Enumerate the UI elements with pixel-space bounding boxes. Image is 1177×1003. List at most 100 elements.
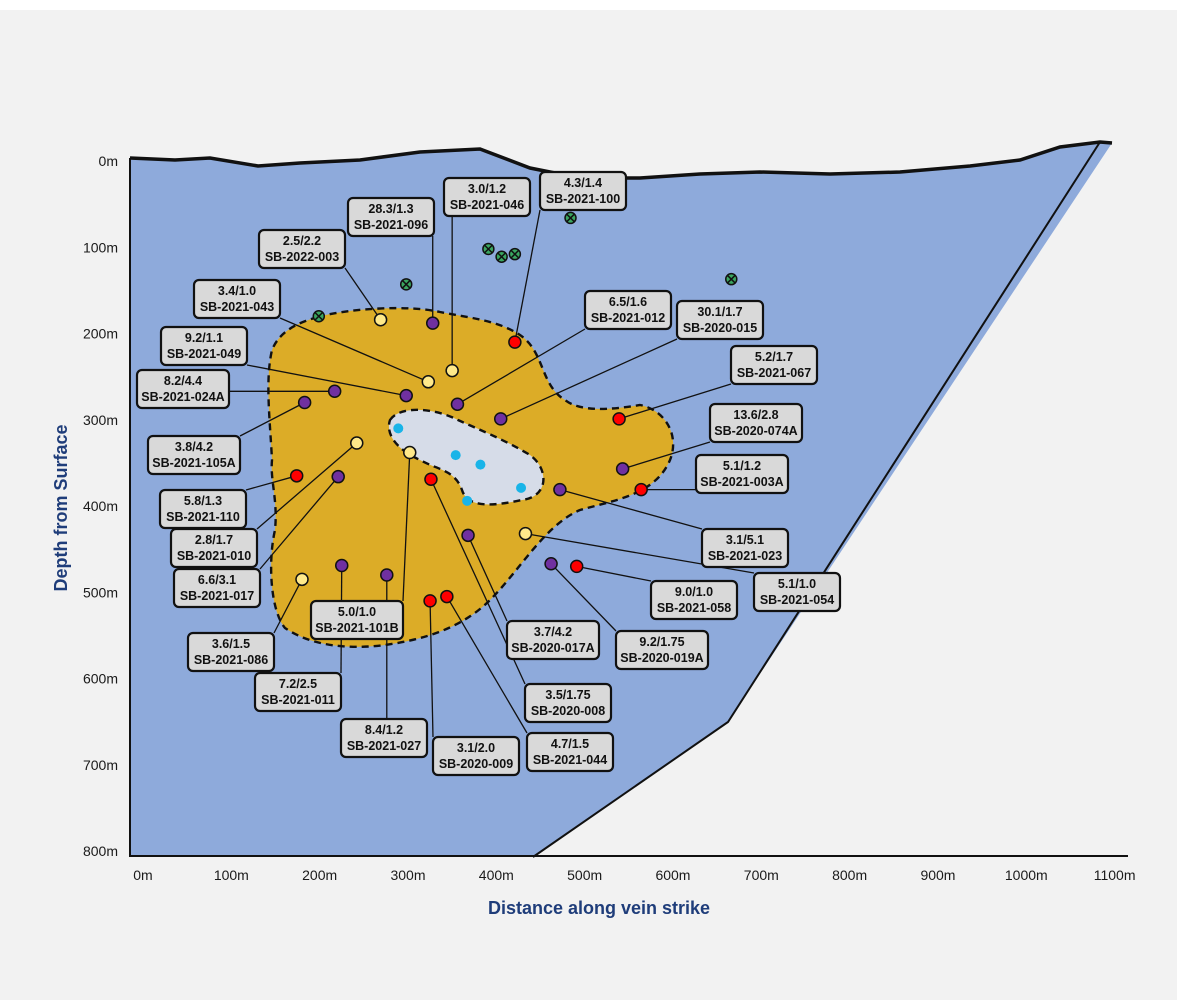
core-intercept-point[interactable]: [475, 459, 486, 470]
drillhole-point[interactable]: [440, 589, 454, 604]
drillhole-label: 8.2/4.4 SB-2021-024A: [135, 368, 231, 410]
drillhole-point[interactable]: [399, 388, 413, 403]
y-tick-label: 700m: [83, 757, 118, 773]
drillhole-id-text: SB-2021-067: [737, 366, 811, 380]
leader-line: [622, 441, 711, 470]
drillhole-point[interactable]: [424, 472, 438, 487]
leader-line: [559, 488, 703, 530]
drillhole-id-text: SB-2021-110: [166, 510, 240, 524]
grade-width-text: 9.0/1.0: [675, 585, 713, 599]
label-box: [525, 731, 615, 773]
drillhole-id-text: SB-2021-011: [261, 693, 335, 707]
drillhole-id-text: SB-2021-024A: [141, 390, 224, 404]
drillhole-point[interactable]: [421, 375, 436, 389]
barren-hole-marker[interactable]: [725, 272, 738, 286]
label-box: [694, 453, 790, 495]
core-intercept-point[interactable]: [393, 423, 404, 434]
drillhole-point[interactable]: [295, 572, 309, 587]
barren-hole-marker[interactable]: [399, 278, 413, 291]
drillhole-point[interactable]: [403, 445, 417, 460]
drillhole-id-text: SB-2021-054: [760, 593, 834, 607]
leader-line: [239, 401, 305, 437]
barren-hole-marker[interactable]: [312, 310, 326, 323]
label-box: [700, 527, 790, 569]
grade-width-text: 3.5/1.75: [545, 688, 590, 702]
leader-line: [576, 565, 652, 582]
label-box: [257, 228, 347, 270]
drillhole-point[interactable]: [508, 335, 522, 349]
drillhole-label: 5.1/1.2 SB-2021-003A: [694, 453, 790, 495]
leader-line: [514, 209, 541, 343]
drillhole-id-text: SB-2021-003A: [700, 475, 783, 489]
grade-width-text: 5.0/1.0: [338, 605, 376, 619]
label-box: [614, 629, 710, 671]
grade-width-text: 4.7/1.5: [551, 737, 589, 751]
drillhole-point[interactable]: [331, 469, 345, 484]
drillhole-id-text: SB-2020-009: [439, 757, 513, 771]
y-tick-label: 500m: [83, 584, 118, 600]
grade-width-text: 5.1/1.0: [778, 577, 816, 591]
drillhole-point[interactable]: [615, 462, 630, 476]
drillhole-label: 5.8/1.3 SB-2021-110: [158, 488, 248, 530]
drillhole-point[interactable]: [350, 436, 364, 450]
drillhole-point[interactable]: [612, 412, 626, 426]
grade-width-text: 4.3/1.4: [564, 176, 602, 190]
drillhole-point[interactable]: [518, 526, 533, 541]
grade-width-text: 3.1/2.0: [457, 741, 495, 755]
grade-width-text: 7.2/2.5: [279, 677, 317, 691]
core-intercept-point[interactable]: [450, 450, 461, 461]
leader-line: [402, 452, 411, 602]
drillhole-point[interactable]: [569, 559, 584, 574]
barren-hole-marker[interactable]: [564, 211, 577, 225]
core-intercept-point[interactable]: [462, 495, 473, 506]
grade-width-text: 2.5/2.2: [283, 234, 321, 248]
drillhole-id-text: SB-2021-086: [194, 653, 268, 667]
drillhole-point[interactable]: [425, 316, 440, 330]
barren-hole-marker[interactable]: [495, 250, 508, 263]
drillhole-point[interactable]: [380, 568, 394, 582]
drillhole-point[interactable]: [334, 558, 349, 573]
drillhole-label: 6.5/1.6 SB-2021-012: [583, 289, 673, 331]
grade-width-text: 8.4/1.2: [365, 723, 403, 737]
label-box: [729, 344, 819, 386]
drillhole-point[interactable]: [289, 469, 304, 483]
drillhole-label: 5.1/1.0 SB-2021-054: [752, 571, 842, 613]
drillhole-point[interactable]: [461, 528, 475, 543]
drillhole-id-text: SB-2021-043: [200, 300, 274, 314]
core-intercept-point[interactable]: [516, 482, 527, 493]
grade-width-text: 9.2/1.75: [639, 635, 684, 649]
label-box: [146, 434, 242, 476]
grade-width-text: 6.6/3.1: [198, 573, 236, 587]
drillhole-point[interactable]: [373, 312, 388, 327]
drillhole-point[interactable]: [493, 412, 508, 426]
drillhole-label: 8.4/1.2 SB-2021-027: [339, 717, 429, 759]
barren-hole-marker[interactable]: [482, 242, 495, 256]
drillhole-point[interactable]: [553, 482, 567, 497]
grade-width-text: 30.1/1.7: [697, 305, 742, 319]
drillhole-label: 3.4/1.0 SB-2021-043: [192, 278, 282, 320]
drillhole-label: 5.0/1.0 SB-2021-101B: [309, 599, 405, 641]
x-tick-label: 1000m: [1005, 867, 1048, 883]
drillhole-point[interactable]: [423, 594, 437, 608]
drillhole-label: 4.7/1.5 SB-2021-044: [525, 731, 615, 773]
drillhole-id-text: SB-2021-105A: [152, 456, 235, 470]
y-tick-label: 200m: [83, 326, 118, 342]
drillhole-point[interactable]: [327, 384, 342, 399]
grade-width-text: 3.0/1.2: [468, 182, 506, 196]
leader-line: [246, 364, 407, 397]
leader-line: [259, 476, 339, 570]
x-tick-label: 100m: [214, 867, 249, 883]
drillhole-point[interactable]: [445, 363, 459, 378]
x-axis-title: Distance along vein strike: [488, 898, 710, 918]
x-tick-label: 1100m: [1094, 867, 1136, 883]
drillhole-label: 3.5/1.75 SB-2020-008: [523, 682, 613, 724]
drillhole-id-text: SB-2021-049: [167, 347, 241, 361]
drillhole-point[interactable]: [634, 482, 648, 497]
drillhole-id-text: SB-2020-074A: [714, 424, 797, 438]
drillhole-point[interactable]: [297, 395, 312, 410]
drillhole-point[interactable]: [450, 397, 465, 411]
leader-line: [273, 579, 303, 634]
barren-hole-marker[interactable]: [508, 247, 522, 261]
drillhole-point[interactable]: [544, 557, 558, 571]
